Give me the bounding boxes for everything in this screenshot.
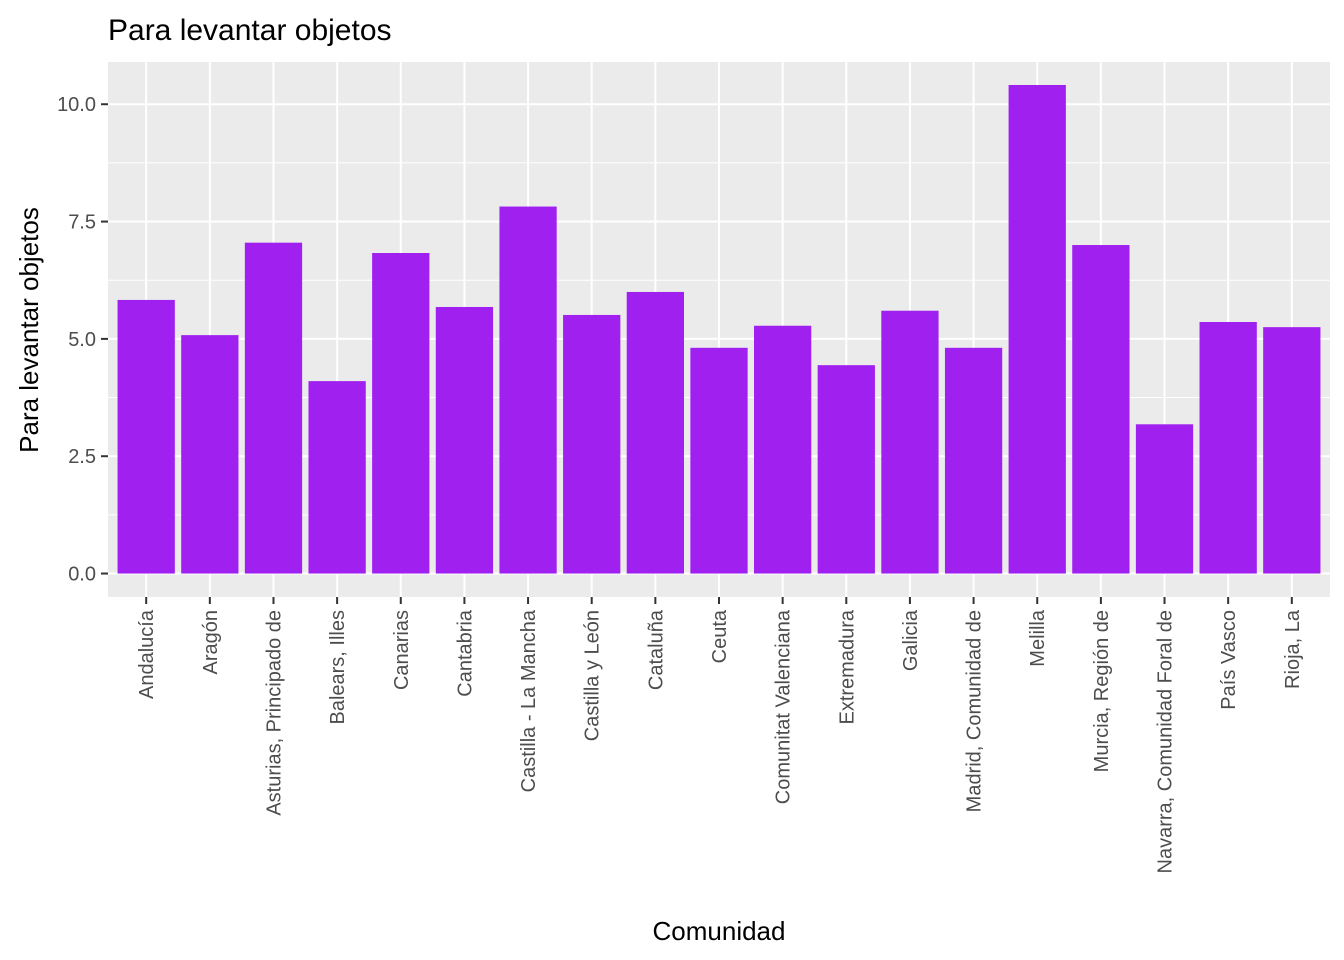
x-axis: Andalucía Aragón Asturias, Principado de Ba… (136, 597, 1304, 873)
x-tick-label: Castilla y León (582, 610, 604, 741)
bar-murcia-región-de (1072, 245, 1130, 574)
x-tick-label: Rioja, La (1282, 609, 1304, 689)
bar-ceuta (690, 347, 748, 574)
y-axis: 0.0 2.5 5.0 7.5 10.0 (57, 94, 108, 586)
bar-cataluña (626, 291, 684, 574)
bar-extremadura (817, 365, 875, 574)
bar-rioja-la (1263, 327, 1321, 574)
bar-canarias (372, 253, 430, 574)
x-tick-label: Aragón (200, 610, 222, 675)
x-tick-label: Extremadura (836, 609, 858, 724)
y-tick-label: 2.5 (68, 446, 96, 468)
bar-asturias-principado-de (244, 242, 303, 574)
bar-castilla-la-mancha (499, 206, 557, 574)
x-tick-label: Melilla (1027, 609, 1049, 667)
bar-cantabria (435, 306, 494, 574)
x-tick-label: Canarias (391, 610, 413, 690)
x-tick-label: Murcia, Región de (1091, 610, 1113, 772)
x-tick-label: Ceuta (709, 609, 731, 663)
bar-castilla-y-león (563, 314, 621, 574)
y-tick-label: 10.0 (57, 94, 96, 116)
chart-title: Para levantar objetos (108, 14, 392, 47)
x-tick-label: Asturias, Principado de (263, 610, 285, 816)
x-tick-label: Balears, Illes (327, 610, 349, 725)
bar-país-vasco (1199, 321, 1257, 574)
bar-madrid-comunidad-de (944, 347, 1003, 574)
y-axis-title: Para levantar objetos (14, 207, 44, 453)
bar-balears-illes (308, 381, 366, 574)
x-tick-label: Andalucía (136, 609, 158, 699)
y-tick-label: 7.5 (68, 212, 96, 234)
x-axis-title: Comunidad (653, 916, 786, 946)
x-tick-label: Cantabria (454, 609, 476, 697)
y-tick-label: 5.0 (68, 329, 96, 351)
x-tick-label: Madrid, Comunidad de (964, 610, 986, 812)
bar-andalucía (117, 299, 175, 574)
x-tick-label: Comunitat Valenciana (773, 609, 795, 804)
bars (117, 84, 1321, 574)
bar-aragón (181, 335, 239, 574)
x-tick-label: Cataluña (645, 609, 667, 690)
bar-comunitat-valenciana (754, 325, 812, 574)
x-tick-label: Galicia (900, 609, 922, 671)
bar-galicia (881, 310, 939, 574)
y-tick-label: 0.0 (68, 564, 96, 586)
bar-navarra-comunidad-foral-de (1135, 424, 1194, 574)
x-tick-label: Castilla - La Mancha (518, 609, 540, 792)
bar-melilla (1008, 84, 1066, 574)
x-tick-label: País Vasco (1218, 610, 1240, 710)
x-tick-label: Navarra, Comunidad Foral de (1155, 610, 1177, 873)
